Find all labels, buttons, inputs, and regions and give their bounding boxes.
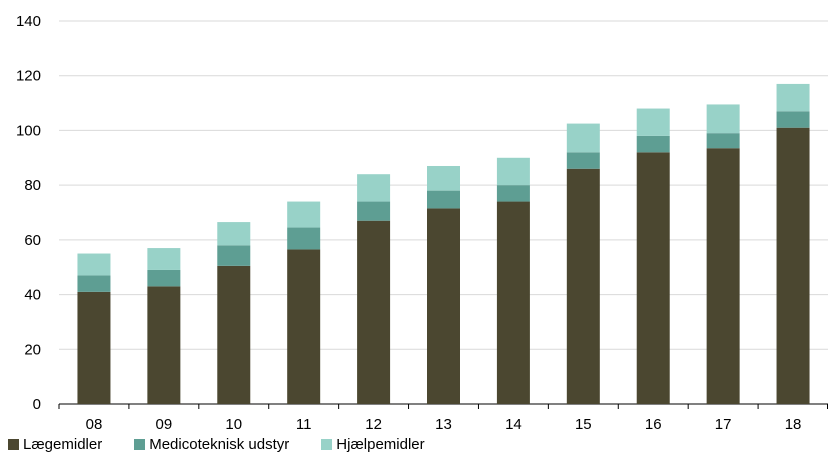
bar-11-series-2 — [287, 201, 321, 228]
bar-16-series-0 — [636, 152, 670, 404]
x-tick-label-09: 09 — [156, 416, 173, 433]
bar-10-series-2 — [217, 222, 251, 246]
x-tick-label-14: 14 — [505, 416, 522, 433]
bar-16-series-2 — [636, 108, 670, 136]
y-tick-label-0: 0 — [33, 396, 41, 413]
x-tick-label-18: 18 — [785, 416, 802, 433]
y-tick-label-120: 120 — [16, 68, 41, 85]
legend-swatch-medicoteknisk-udstyr — [134, 439, 146, 450]
bar-09-series-0 — [147, 286, 181, 404]
legend-swatch-hjaelpemidler — [321, 439, 333, 450]
bar-15-series-1 — [566, 152, 600, 169]
bar-08-series-2 — [77, 253, 111, 276]
bar-09-series-2 — [147, 248, 181, 270]
bar-08-series-0 — [77, 291, 111, 404]
legend-item-medicoteknisk-udstyr: Medicoteknisk udstyr — [134, 436, 289, 453]
x-tick-label-08: 08 — [86, 416, 103, 433]
bar-18-series-2 — [776, 83, 810, 112]
legend-item-laegemidler: Lægemidler — [8, 436, 102, 453]
y-tick-label-140: 140 — [16, 13, 41, 30]
bar-15-series-0 — [566, 168, 600, 404]
bar-14-series-0 — [496, 201, 530, 404]
bar-18-series-1 — [776, 111, 810, 128]
bar-09-series-1 — [147, 269, 181, 287]
bar-11-series-0 — [287, 249, 321, 404]
bar-11-series-1 — [287, 227, 321, 250]
legend-label-hjaelpemidler: Hjælpemidler — [336, 436, 425, 453]
x-tick-label-13: 13 — [435, 416, 452, 433]
x-tick-label-11: 11 — [296, 416, 312, 433]
bar-12-series-1 — [357, 201, 391, 221]
x-tick-label-16: 16 — [645, 416, 662, 433]
bar-12-series-2 — [357, 174, 391, 202]
legend-item-hjaelpemidler: Hjælpemidler — [321, 436, 425, 453]
legend-label-laegemidler: Lægemidler — [23, 436, 103, 453]
bar-16-series-1 — [636, 135, 670, 153]
bar-17-series-2 — [706, 104, 740, 134]
y-tick-label-80: 80 — [24, 177, 41, 194]
legend-swatch-laegemidler — [8, 439, 19, 450]
bar-17-series-0 — [706, 148, 740, 404]
bar-15-series-2 — [566, 123, 600, 153]
y-tick-label-60: 60 — [24, 232, 41, 249]
bar-10-series-1 — [217, 245, 251, 266]
bar-17-series-1 — [706, 133, 740, 149]
bar-14-series-2 — [496, 157, 530, 186]
x-tick-label-10: 10 — [225, 416, 242, 433]
x-tick-label-17: 17 — [715, 416, 732, 433]
bar-10-series-0 — [217, 265, 251, 404]
y-tick-label-40: 40 — [24, 287, 41, 304]
bar-14-series-1 — [496, 185, 530, 202]
legend: Lægemidler Medicoteknisk udstyr Hjælpemi… — [8, 436, 457, 453]
y-tick-label-20: 20 — [24, 341, 41, 358]
bar-08-series-1 — [77, 275, 111, 292]
bar-13-series-1 — [427, 190, 460, 209]
bar-12-series-0 — [357, 220, 391, 404]
x-tick-label-12: 12 — [365, 416, 382, 433]
legend-label-medicoteknisk-udstyr: Medicoteknisk udstyr — [149, 436, 290, 453]
bar-18-series-0 — [776, 127, 810, 404]
bar-13-series-0 — [427, 208, 460, 404]
x-tick-label-15: 15 — [575, 416, 592, 433]
bar-13-series-2 — [427, 165, 460, 191]
y-tick-label-100: 100 — [16, 122, 41, 139]
